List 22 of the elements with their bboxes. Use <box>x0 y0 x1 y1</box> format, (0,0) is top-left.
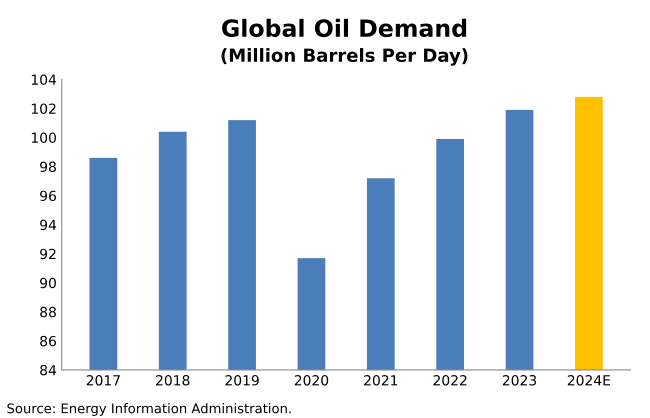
x-tick-label: 2020 <box>294 375 328 386</box>
y-tick-label: 92 <box>40 248 56 260</box>
x-tick-label: 2024E <box>568 375 610 386</box>
x-tick-label: 2023 <box>502 375 536 386</box>
x-tick-label: 2018 <box>156 375 190 386</box>
chart-title: Global Oil Demand <box>222 18 466 38</box>
y-tick-label: 100 <box>32 132 56 143</box>
y-tick-label: 90 <box>40 278 56 288</box>
x-tick-label: 2017 <box>86 375 120 386</box>
source-note: Source: Energy Information Administration. <box>7 403 291 416</box>
y-tick-label: 104 <box>32 74 56 85</box>
y-tick-label: 102 <box>32 103 56 114</box>
y-tick-label: 84 <box>40 364 56 376</box>
x-tick-label: 2019 <box>225 375 259 386</box>
y-tick-label: 86 <box>40 336 56 346</box>
y-tick-label: 98 <box>40 162 56 172</box>
x-tick-label: 2022 <box>434 375 466 386</box>
y-tick-label: 94 <box>40 220 56 230</box>
y-tick-label: 88 <box>40 306 56 318</box>
y-tick-label: 96 <box>40 190 56 202</box>
x-tick-label: 2021 <box>364 375 398 386</box>
chart-subtitle: (Million Barrels Per Day) <box>222 48 468 66</box>
